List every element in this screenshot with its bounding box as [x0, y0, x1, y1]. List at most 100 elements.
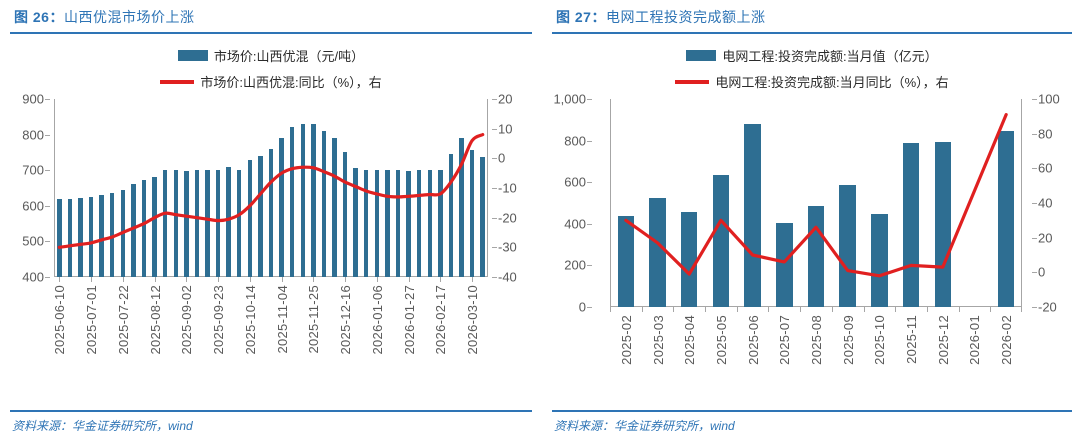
x-tick-label: 2025-02: [618, 315, 634, 365]
x-tick-label: 2026-01: [967, 315, 983, 365]
axis-line-left: [610, 99, 611, 307]
bar: [448, 154, 454, 277]
figure-26-title-text: 山西优混市场价上涨: [63, 9, 195, 25]
x-tick-label: 2026-02-17: [433, 285, 449, 355]
x-tick-mark: [281, 277, 283, 282]
bar: [152, 176, 157, 277]
x-tick-label: 2025-12: [935, 315, 951, 365]
bar: [469, 149, 475, 277]
y-tick-mark: [587, 99, 592, 100]
x-tick-mark: [91, 277, 93, 282]
legend-item-bar: 市场价:山西优混（元/吨）: [177, 46, 365, 65]
figure-26-y-axis-right: -40 -30 -20 -10 0 10 20: [492, 92, 532, 285]
x-tick-mark: [313, 277, 315, 282]
y-tick-label: 600: [22, 198, 44, 214]
legend-bar-label: 市场价:山西优混（元/吨）: [213, 49, 365, 64]
y-tick-label: 400: [22, 269, 44, 285]
y2-tick-label: 40: [1038, 195, 1053, 211]
bar: [395, 170, 401, 277]
x-tick-mark: [218, 277, 220, 282]
figure-27-title-rule: [552, 32, 1072, 34]
y2-tick-label: -20: [1038, 299, 1057, 315]
x-tick-mark: [472, 277, 474, 282]
x-tick-mark: [440, 277, 442, 282]
y-tick-label: 800: [564, 133, 586, 149]
x-tick-label: 2025-10: [872, 315, 888, 365]
legend-item-line: 电网工程:投资完成额:当月同比（%），右: [675, 72, 949, 91]
x-tick-label: 2025-07: [777, 315, 793, 365]
y2-tick-mark: [492, 217, 497, 219]
bar: [141, 180, 147, 277]
y2-tick-mark: [492, 247, 497, 249]
figure-27-x-axis: 2025-02 2025-03 2025-04 2025-05 2025-06 2025-…: [610, 307, 1022, 397]
bar: [289, 127, 295, 277]
y2-tick-label: 100: [1038, 91, 1060, 107]
bar: [99, 195, 104, 277]
legend-line-swatch-icon: [675, 79, 710, 84]
bar: [712, 175, 730, 307]
bar: [300, 123, 305, 277]
x-tick-label: 2025-03: [650, 315, 666, 365]
figure-27-footer-rule: [552, 410, 1072, 412]
bar: [194, 170, 200, 277]
y-tick-label: 900: [22, 91, 44, 107]
x-tick-mark: [926, 307, 928, 312]
y-tick-label: 800: [22, 127, 44, 143]
y2-tick-label: 20: [1038, 230, 1053, 246]
x-tick-mark: [673, 307, 675, 312]
bar: [226, 166, 231, 277]
figure-27-legend: 电网工程:投资完成额:当月值（亿元） 电网工程:投资完成额:当月同比（%），右: [552, 46, 1072, 91]
bar: [459, 138, 464, 277]
bar: [871, 214, 888, 307]
y2-tick-mark: [1032, 168, 1037, 170]
y-tick-mark: [45, 205, 50, 207]
bar: [406, 170, 411, 277]
axis-line-right: [1021, 99, 1022, 307]
trend-line: [57, 133, 485, 249]
x-tick-label: 2026-03-10: [465, 285, 481, 355]
x-tick-label: 2025-08: [809, 315, 824, 365]
x-tick-label: 2025-12-16: [338, 285, 354, 355]
x-tick-mark: [408, 277, 410, 282]
bar: [997, 131, 1015, 307]
x-tick-mark: [831, 307, 833, 312]
y-tick-label: 400: [564, 216, 586, 232]
bar: [364, 170, 369, 277]
figure-27-plot-area: [610, 99, 1022, 307]
y-tick-mark: [45, 99, 50, 100]
x-tick-label: 2026-01-06: [369, 285, 385, 355]
y-tick-mark: [45, 277, 50, 278]
y-tick-mark: [587, 223, 592, 225]
bar: [839, 184, 856, 307]
legend-line-swatch-icon: [160, 79, 195, 84]
bar: [438, 170, 443, 277]
x-tick-mark: [990, 307, 992, 312]
bar: [258, 155, 263, 277]
x-tick-label: 2025-07-01: [84, 285, 100, 355]
bar: [88, 196, 94, 277]
bar: [321, 131, 327, 277]
bar: [385, 170, 390, 277]
figure-26-footer-rule: [10, 410, 532, 412]
x-tick-mark: [249, 277, 251, 282]
y2-tick-mark: [1032, 203, 1037, 204]
figure-26-legend: 市场价:山西优混（元/吨） 市场价:山西优混:同比（%），右: [10, 46, 532, 91]
bar: [173, 170, 178, 277]
x-tick-mark: [59, 277, 61, 282]
y2-tick-label: -40: [498, 269, 517, 285]
y2-tick-label: -20: [498, 210, 517, 226]
axis-line-left: [54, 99, 55, 277]
bar: [617, 216, 635, 307]
x-tick-label: 2025-05: [713, 315, 729, 365]
x-tick-mark: [641, 307, 643, 312]
x-tick-mark: [376, 277, 378, 282]
x-tick-mark: [1021, 307, 1022, 312]
bar: [332, 138, 337, 277]
bar: [162, 170, 168, 277]
y2-tick-label: -30: [498, 239, 517, 255]
figure-26-number: 图 26：: [14, 9, 64, 25]
bar: [744, 124, 761, 307]
x-tick-mark: [610, 307, 611, 312]
y-tick-mark: [587, 265, 592, 267]
figure-27-y-axis-left: 0 200 400 600 800 1,000: [552, 92, 592, 315]
